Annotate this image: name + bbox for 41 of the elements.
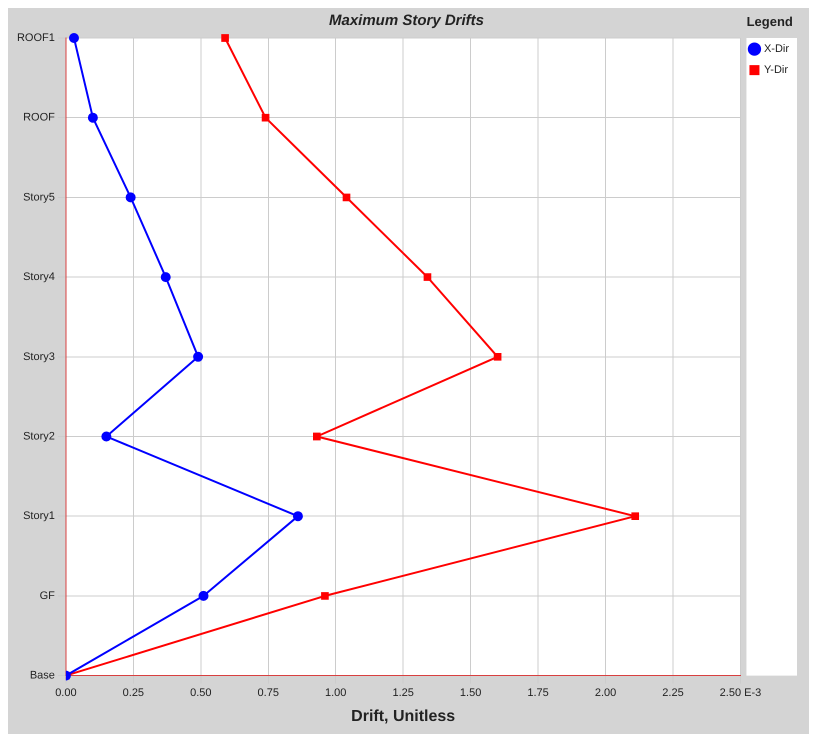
point (160, 272, 171, 282)
legend-label: X-Dir (764, 43, 790, 56)
point (494, 352, 502, 361)
point (262, 114, 270, 122)
point (193, 352, 204, 362)
y-tick-label: GF (40, 590, 56, 602)
y-tick-label: Base (30, 670, 55, 682)
point (631, 512, 640, 520)
point (292, 511, 303, 522)
point (68, 33, 79, 43)
point (198, 590, 209, 601)
x-tick-label: 2.25 (662, 687, 684, 700)
point (101, 432, 112, 442)
y-tick-label: ROOF1 (16, 32, 55, 44)
point (126, 192, 136, 202)
y-tick-label: Story3 (23, 350, 55, 363)
y-tick-label: ROOF (23, 112, 56, 124)
legend-title: Legend (746, 14, 793, 30)
x-tick-label: 2.50 E-3 (720, 687, 762, 700)
legend-label: Y-Dir (764, 64, 788, 76)
y-tick-label: Story5 (23, 191, 55, 204)
x-tick-label: 1.25 (392, 687, 414, 700)
point (342, 194, 350, 202)
y-tick-label: Story1 (23, 510, 55, 522)
y-tick-label: Story4 (23, 271, 55, 284)
x-axis-title: Drift, Unitless (351, 708, 456, 725)
x-tick-label: 1.00 (325, 687, 346, 700)
x-tick-label: 0.75 (258, 687, 279, 700)
x-tick-label: 2.00 (594, 687, 616, 700)
chart-title: Maximum Story Drifts (328, 12, 484, 30)
y-tick-label: Story2 (23, 430, 55, 443)
point (221, 34, 229, 42)
point (88, 112, 98, 123)
point (424, 273, 432, 281)
x-tick-label: 1.50 (460, 687, 482, 700)
point (321, 592, 329, 600)
x-tick-label: 1.75 (527, 687, 549, 700)
point (313, 432, 321, 440)
x-tick-label: 0.25 (122, 687, 144, 700)
x-tick-label: 0.50 (190, 687, 212, 700)
x-tick-label: 0.00 (55, 687, 77, 700)
